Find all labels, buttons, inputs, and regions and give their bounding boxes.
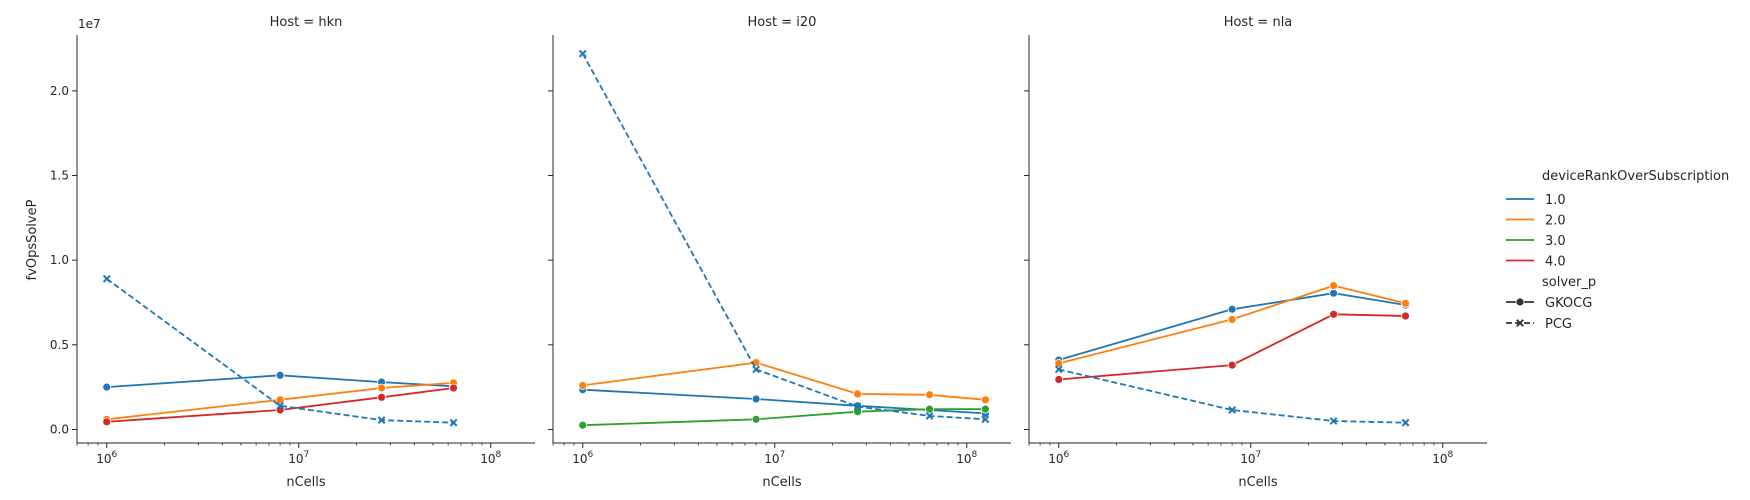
legend-entries: 1.0 2.0 3.0 4.0 GKOCG PCG: [1506, 193, 1592, 332]
data-point-pcg-b: [1329, 417, 1338, 425]
panel-title: Host = hkn: [270, 15, 343, 30]
data-point-gkocg: [1054, 359, 1064, 368]
data-point-pcg-b: [853, 402, 862, 411]
data-point-pcg-b: [1054, 365, 1063, 374]
data-point-pcg: [449, 418, 458, 427]
panel-title: Host = i20: [748, 15, 817, 30]
data-point-gkocg: [578, 381, 588, 390]
data-point-gkocg: [925, 404, 934, 414]
y-tick-label: 1.0: [50, 253, 69, 267]
legend-style-title: solver_p: [1542, 275, 1596, 290]
data-point-pcg: [578, 49, 587, 58]
legend-marker-pcg-b: [1516, 319, 1524, 327]
series-line-1-0-gkocg: [106, 374, 454, 388]
data-point-gkocg: [751, 414, 761, 424]
series-line-1-0-pcg: [106, 278, 454, 424]
data-point-gkocg: [853, 389, 862, 399]
data-point-gkocg: [1227, 315, 1237, 324]
y-tick-label: 2.0: [50, 84, 69, 98]
legend-label-gkocg: GKOCG: [1545, 296, 1592, 311]
y-tick-label: 0.5: [50, 338, 69, 352]
series-line-4-0-gkocg: [1058, 313, 1406, 381]
legend-marker-gkocg: [1515, 297, 1525, 307]
data-point-pcg: [1329, 417, 1338, 425]
data-point-gkocg: [980, 404, 990, 414]
data-point-pcg: [752, 365, 761, 374]
data-point-gkocg: [1329, 281, 1338, 290]
data-point-pcg: [102, 274, 111, 283]
data-point-gkocg: [980, 395, 990, 405]
data-point-gkocg: [275, 395, 285, 405]
data-point-gkocg: [1401, 298, 1410, 308]
x-axis-label: nCells: [1238, 475, 1278, 490]
legend-label-1-0: 1.0: [1545, 193, 1566, 208]
data-point-pcg: [853, 402, 862, 411]
data-point-pcg: [981, 415, 990, 424]
data-point-pcg-b: [925, 412, 934, 420]
series-line-2-0-gkocg: [1058, 284, 1406, 365]
data-point-gkocg: [1227, 304, 1237, 314]
data-point-pcg-b: [1401, 418, 1410, 427]
legend-hue-title: deviceRankOverSubscription: [1542, 169, 1729, 184]
data-point-pcg-b: [377, 416, 386, 425]
y-axis-label: fvOpsSolveP: [25, 199, 40, 280]
data-point-pcg-b: [449, 418, 458, 427]
data-point-pcg: [276, 401, 285, 410]
data-point-gkocg: [377, 392, 386, 402]
legend-marker-pcg: [1516, 319, 1524, 327]
x-axis-label: nCells: [286, 475, 326, 490]
data-point-gkocg: [751, 394, 761, 404]
legend-label-pcg: PCG: [1545, 317, 1572, 332]
data-point-pcg: [925, 412, 934, 420]
data-point-gkocg: [1227, 360, 1237, 370]
data-point-gkocg: [377, 383, 386, 393]
data-point-gkocg: [102, 417, 112, 427]
data-point-gkocg: [275, 370, 285, 380]
data-point-pcg-b: [1228, 406, 1237, 414]
data-point-gkocg: [1054, 375, 1064, 384]
y-tick-label: 1.5: [50, 169, 69, 183]
series-line-4-0-gkocg: [106, 387, 454, 423]
legend-label-3-0: 3.0: [1545, 234, 1566, 249]
data-point-pcg-b: [752, 365, 761, 374]
legend-label-2-0: 2.0: [1545, 214, 1566, 229]
legend: deviceRankOverSubscription solver_p 1.0 2…: [1506, 169, 1729, 332]
series-line-1-0-pcg: [1058, 368, 1406, 424]
panel-title: Host = nla: [1224, 15, 1293, 30]
data-point-pcg: [377, 416, 386, 425]
data-point-gkocg: [1401, 311, 1410, 321]
y-tick-label: 0.0: [50, 422, 69, 436]
data-point-pcg-b: [276, 401, 285, 410]
data-point-gkocg: [102, 382, 112, 392]
data-point-pcg-b: [578, 49, 587, 58]
data-point-gkocg: [578, 420, 588, 430]
data-point-pcg-b: [102, 274, 111, 283]
data-point-pcg-b: [981, 415, 990, 424]
x-axis-label: nCells: [762, 475, 802, 490]
data-point-gkocg: [449, 383, 458, 393]
data-point-pcg: [1054, 365, 1063, 374]
y-axis-offset-text: 1e7: [78, 17, 101, 31]
data-point-pcg: [1401, 418, 1410, 427]
series-line-1-0-gkocg: [1058, 292, 1406, 361]
data-point-pcg: [1228, 406, 1237, 414]
data-point-gkocg: [925, 390, 934, 400]
legend-label-4-0: 4.0: [1545, 255, 1566, 270]
data-point-gkocg: [1329, 288, 1338, 298]
data-point-gkocg: [1329, 309, 1338, 319]
series-line-2-0-gkocg: [106, 382, 454, 421]
